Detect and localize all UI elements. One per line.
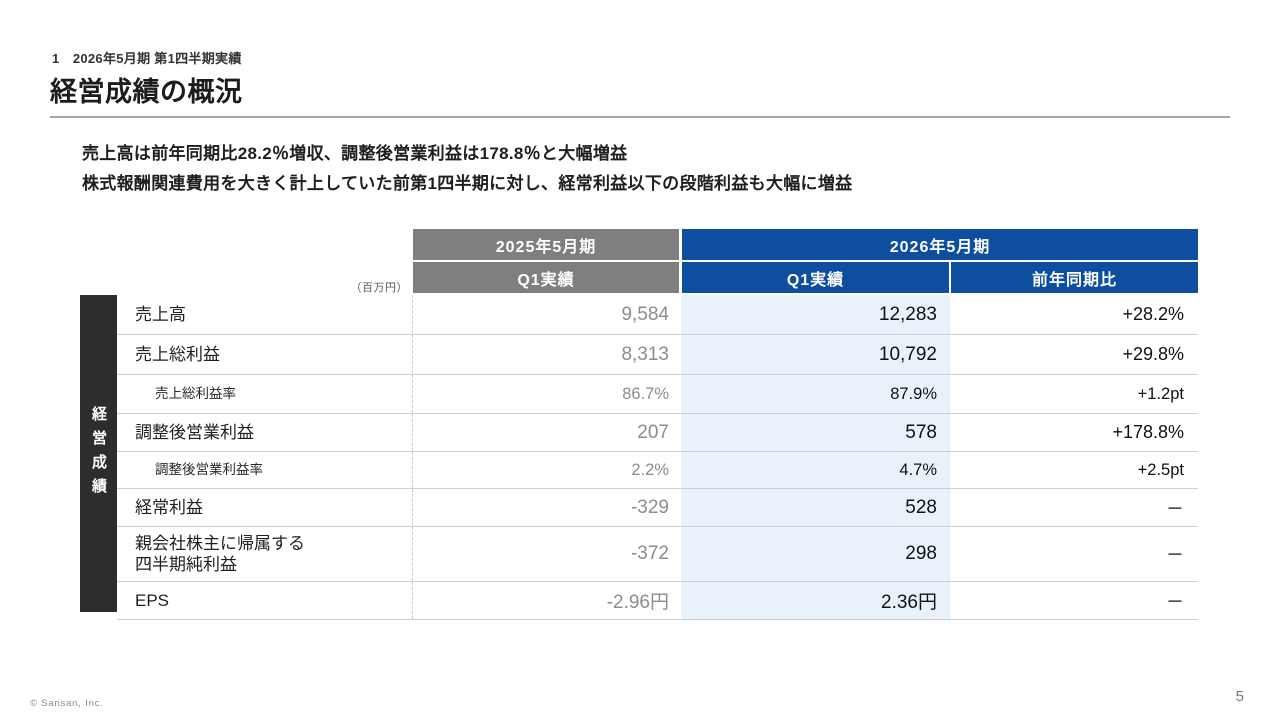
results-table: （百万円） 2025年5月期 2026年5月期 Q1実績 Q1実績 前年同期比 … — [80, 229, 1198, 620]
table-row-adj-operating-profit: 調整後営業利益 207 578 +178.8% — [117, 414, 1198, 452]
col-group-fy2025: 2025年5月期 — [413, 229, 679, 260]
value-2025-q1: 2.2% — [631, 460, 669, 479]
lead-line-1: 売上高は前年同期比28.2％増収、調整後営業利益は178.8％と大幅増益 — [82, 144, 628, 163]
value-2026-q1: 10,792 — [681, 335, 950, 374]
row-label: 売上高 — [117, 295, 413, 334]
value-2026-q1: 2.36円 — [681, 582, 950, 619]
row-label: 親会社株主に帰属する 四半期純利益 — [117, 527, 413, 581]
table-row-gross-profit: 売上総利益 8,313 10,792 +29.8% — [117, 335, 1198, 375]
page-number: 5 — [1235, 688, 1244, 705]
table-row-ordinary-profit: 経常利益 -329 528 － — [117, 489, 1198, 527]
row-label: 調整後営業利益率 — [117, 452, 413, 488]
table-row-eps: EPS -2.96円 2.36円 － — [117, 582, 1198, 620]
copyright: © Sansan, Inc. — [30, 698, 104, 709]
value-2026-q1: 528 — [681, 489, 950, 526]
col-header-yoy: 前年同期比 — [951, 262, 1198, 293]
col-header-q1-2026: Q1実績 — [682, 262, 949, 293]
value-2025-q1: 86.7% — [622, 384, 669, 403]
unit-note: （百万円） — [350, 282, 408, 294]
table-row-adj-operating-margin: 調整後営業利益率 2.2% 4.7% +2.5pt — [117, 452, 1198, 489]
table-body: 売上高 9,584 12,283 +28.2% 売上総利益 8,313 10,7… — [117, 295, 1198, 620]
title-divider — [50, 116, 1230, 118]
side-label-text: 経営成績 — [90, 405, 107, 502]
table-row-net-sales: 売上高 9,584 12,283 +28.2% — [117, 295, 1198, 335]
table-row-gross-margin: 売上総利益率 86.7% 87.9% +1.2pt — [117, 375, 1198, 414]
value-yoy: － — [1166, 498, 1184, 519]
value-yoy: +28.2% — [1122, 304, 1184, 324]
value-yoy: +29.8% — [1122, 344, 1184, 364]
value-2026-q1: 12,283 — [681, 295, 950, 334]
slide-kicker: 1 2026年5月期 第1四半期実績 — [52, 51, 242, 66]
table-header: （百万円） 2025年5月期 2026年5月期 Q1実績 Q1実績 前年同期比 — [80, 229, 1198, 295]
value-2026-q1: 4.7% — [681, 452, 950, 488]
col-group-fy2026: 2026年5月期 — [682, 229, 1198, 260]
row-label: 売上総利益率 — [117, 375, 413, 413]
value-yoy: +178.8% — [1112, 422, 1184, 442]
value-yoy: － — [1166, 591, 1184, 612]
value-yoy: +2.5pt — [1137, 460, 1184, 479]
row-label: EPS — [117, 582, 413, 619]
value-2025-q1: 8,313 — [621, 343, 669, 365]
row-label: 経常利益 — [117, 489, 413, 526]
page-title: 経営成績の概況 — [50, 77, 243, 107]
lead-line-2: 株式報酬関連費用を大きく計上していた前第1四半期に対し、経常利益以下の段階利益も… — [82, 174, 853, 193]
table-side-label: 経営成績 — [80, 295, 117, 612]
value-2026-q1: 87.9% — [681, 375, 950, 413]
value-yoy: － — [1166, 545, 1184, 565]
value-2026-q1: 578 — [681, 414, 950, 451]
value-2026-q1: 298 — [681, 527, 950, 581]
value-2025-q1: -372 — [630, 543, 669, 564]
value-2025-q1: 207 — [637, 421, 669, 443]
row-label: 調整後営業利益 — [117, 414, 413, 451]
row-label: 売上総利益 — [117, 335, 413, 374]
value-2025-q1: -329 — [630, 496, 669, 518]
col-header-q1-2025: Q1実績 — [413, 262, 679, 293]
value-2025-q1: -2.96円 — [606, 592, 669, 613]
table-row-quarterly-net-profit: 親会社株主に帰属する 四半期純利益 -372 298 － — [117, 527, 1198, 582]
value-2025-q1: 9,584 — [621, 303, 669, 325]
value-yoy: +1.2pt — [1137, 384, 1184, 403]
